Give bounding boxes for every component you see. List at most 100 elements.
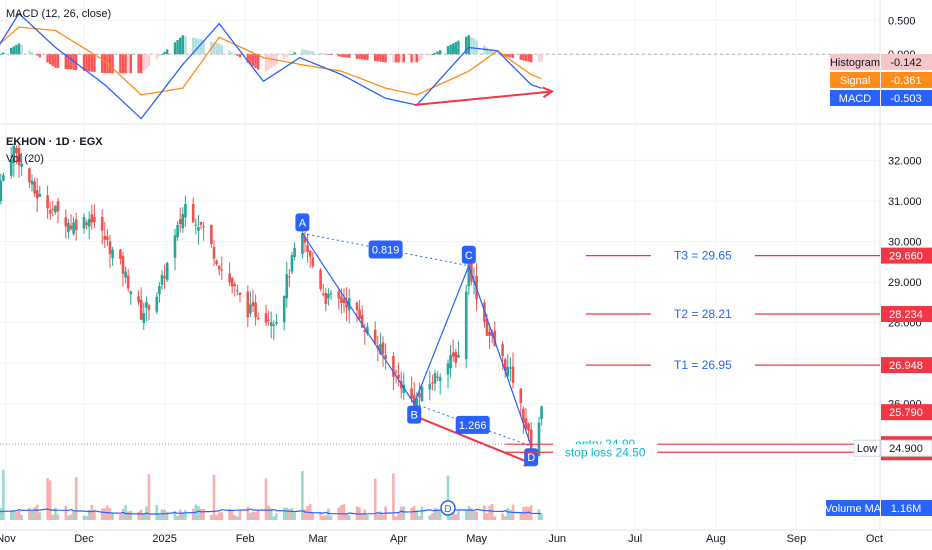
symbol-title[interactable]: EKHON · 1D · EGX — [6, 136, 103, 148]
time-axis[interactable]: Nov Dec 2025 Feb Mar Apr May Jun Jul Aug Sep Oct — [0, 533, 883, 545]
price-pane[interactable] — [0, 143, 543, 460]
pattern-ratio-badge[interactable] — [455, 415, 490, 434]
volume-bar — [433, 507, 437, 520]
candle-body — [329, 293, 333, 295]
volume-bar — [519, 513, 523, 520]
volume-bar — [165, 511, 169, 520]
candle-body — [415, 398, 419, 413]
volume-bar — [394, 516, 398, 520]
macd-histogram-bar — [121, 54, 125, 74]
macd-legend-value-badge — [881, 90, 932, 106]
volume-bar — [220, 511, 224, 520]
candle-body — [93, 216, 96, 223]
time-tick-label[interactable]: Aug — [706, 533, 726, 545]
macd-histogram-bar — [397, 54, 400, 63]
candle-body — [0, 180, 3, 202]
pattern-point-badge[interactable] — [461, 245, 476, 264]
candle-body — [191, 204, 195, 223]
macd-histogram-bar — [415, 54, 418, 63]
macd-divergence-arrow[interactable] — [414, 90, 553, 107]
macd-histogram-bar — [452, 43, 455, 55]
candle-body — [103, 235, 107, 240]
macd-histogram-bar — [270, 54, 273, 68]
macd-histogram-bar — [485, 47, 489, 55]
macd-indicator-title[interactable]: MACD (12, 26, close) — [6, 8, 111, 20]
volume-bar — [360, 513, 364, 520]
macd-legend-value-badge — [881, 72, 932, 88]
macd-histogram-bar — [30, 52, 34, 55]
candle-body — [256, 317, 260, 320]
volume-bar — [254, 512, 257, 520]
time-tick-label[interactable]: Dec — [74, 533, 94, 545]
candle-body — [233, 284, 237, 287]
macd-histogram-bar — [236, 54, 239, 56]
volume-bar — [173, 510, 177, 520]
volume-bar — [340, 505, 343, 520]
pattern-leg[interactable] — [413, 265, 470, 404]
volume-bar — [457, 511, 460, 520]
volume-bar — [355, 506, 359, 520]
macd-pane[interactable] — [0, 12, 880, 120]
time-tick-label[interactable]: Mar — [309, 533, 328, 545]
dividend-marker-letter: D — [444, 504, 451, 515]
time-tick-label[interactable]: Sep — [787, 533, 807, 545]
time-tick-label[interactable]: Jul — [628, 533, 642, 545]
macd-legend-badge — [830, 54, 880, 70]
candle-body — [228, 273, 231, 283]
macd-histogram-bar — [179, 37, 182, 55]
candle-body — [509, 367, 512, 369]
macd-histogram-bar — [301, 49, 304, 55]
time-tick-label[interactable]: May — [466, 533, 487, 545]
macd-histogram-bar — [358, 54, 361, 60]
pattern-point-label: B — [411, 410, 418, 422]
time-tick-label[interactable]: Jun — [548, 533, 566, 545]
dividend-marker[interactable] — [440, 500, 456, 516]
price-divergence-arrow[interactable] — [413, 414, 535, 466]
macd-histogram-bar — [306, 50, 309, 55]
candle-body — [519, 388, 523, 404]
macd-legend-name: MACD — [839, 93, 871, 105]
candle-body — [9, 160, 13, 176]
pattern-leg[interactable] — [468, 265, 532, 447]
pattern-point-badge[interactable] — [295, 213, 310, 232]
macd-histogram-bar — [28, 50, 31, 55]
volume-bar — [93, 510, 96, 520]
time-tick-label[interactable]: Feb — [236, 533, 255, 545]
volume-bar — [483, 505, 486, 520]
level-label[interactable]: T3 = 29.65 — [674, 249, 732, 263]
time-tick-label[interactable]: Nov — [0, 533, 16, 545]
candle-body — [457, 354, 460, 358]
macd-histogram-bar — [20, 45, 23, 55]
macd-divergence-arrow-head — [542, 86, 555, 99]
macd-histogram-bar — [337, 54, 340, 57]
candle-body — [467, 263, 471, 287]
macd-histogram-bar — [470, 36, 473, 55]
volume-bar — [321, 515, 325, 520]
volume-bar — [327, 508, 330, 520]
level-label[interactable]: stop loss 24.50 — [565, 445, 646, 459]
level-label[interactable]: T1 = 26.95 — [674, 358, 732, 372]
time-tick-label[interactable]: 2025 — [152, 533, 176, 545]
candle-body — [319, 270, 322, 289]
time-tick-label[interactable]: Apr — [390, 533, 407, 545]
drawing-overlay[interactable]: 0.819 1.266 A B C D T3 = 29.65 T2 = 28.21 T1 = 2… — [0, 86, 880, 516]
volume-bar — [126, 511, 130, 520]
macd-histogram-bar — [88, 54, 91, 72]
macd-line — [0, 12, 542, 120]
pattern-ratio-badge[interactable] — [368, 240, 403, 259]
candle-body — [119, 249, 122, 259]
volume-bar — [246, 506, 250, 520]
volume-bar — [436, 508, 439, 520]
pattern-leg[interactable] — [301, 232, 415, 404]
pattern-point-badge[interactable] — [407, 405, 422, 424]
time-tick-label[interactable]: Oct — [866, 533, 883, 545]
candle-body — [290, 255, 294, 272]
level-label[interactable]: T2 = 28.21 — [674, 307, 732, 321]
volume-indicator-title[interactable]: Vol (20) — [6, 153, 44, 165]
volume-bar — [69, 514, 73, 520]
macd-histogram-bar — [215, 42, 218, 55]
macd-histogram-bar — [410, 54, 413, 63]
price-axis[interactable]: 32.00031.00030.00029.00028.00027.00026.0… — [825, 15, 932, 516]
macd-histogram-bar — [64, 54, 67, 69]
